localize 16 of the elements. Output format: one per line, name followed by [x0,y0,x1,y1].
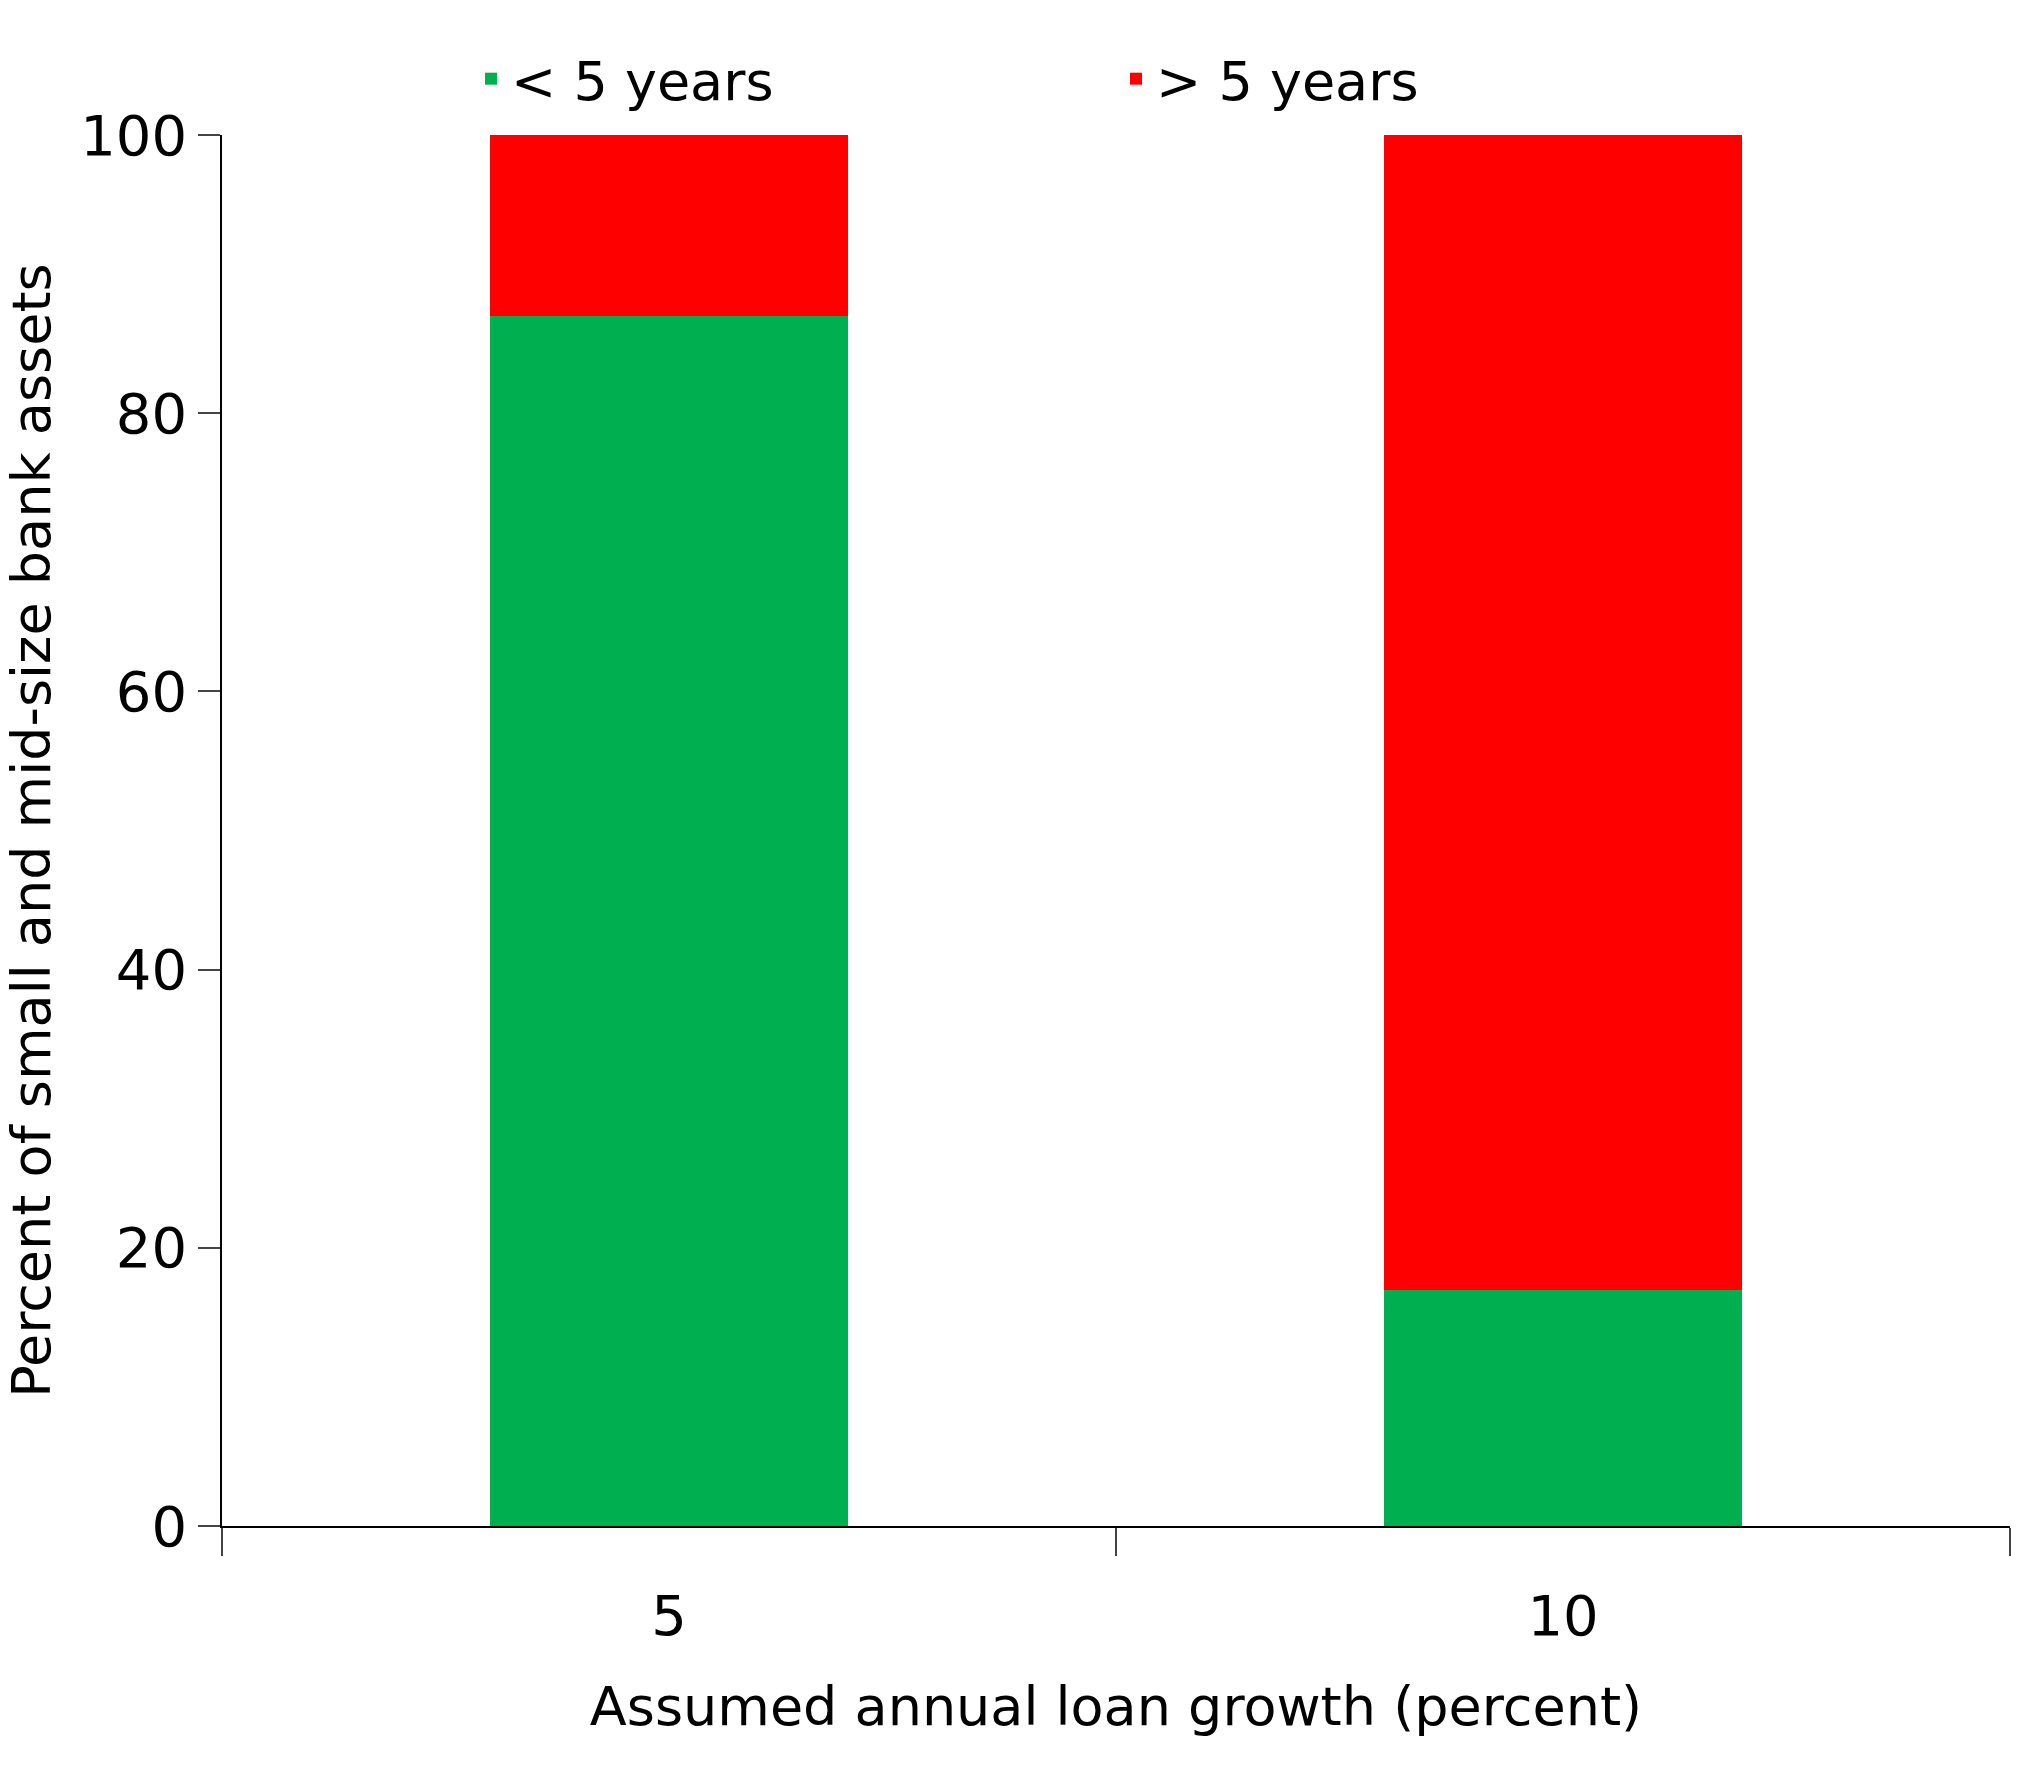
bar [490,315,848,1526]
bar [1384,1289,1742,1526]
bar [1384,135,1742,1290]
legend-label: > 5 years [1156,49,1419,113]
y-tick-label: 20 [115,1215,188,1281]
y-tick-label: 0 [151,1493,188,1559]
y-tick-label: 100 [80,102,188,168]
bar [490,135,848,316]
y-tick-label: 80 [115,380,188,446]
x-tick-label: 5 [651,1582,687,1648]
x-tick-label: 10 [1527,1582,1599,1648]
legend-label: < 5 years [511,49,774,113]
y-tick-label: 40 [115,937,188,1003]
y-tick-label: 60 [115,659,188,724]
x-axis-title: Assumed annual loan growth (percent) [589,1674,1643,1738]
y-axis-title: Percent of small and mid-size bank assets [0,263,63,1398]
